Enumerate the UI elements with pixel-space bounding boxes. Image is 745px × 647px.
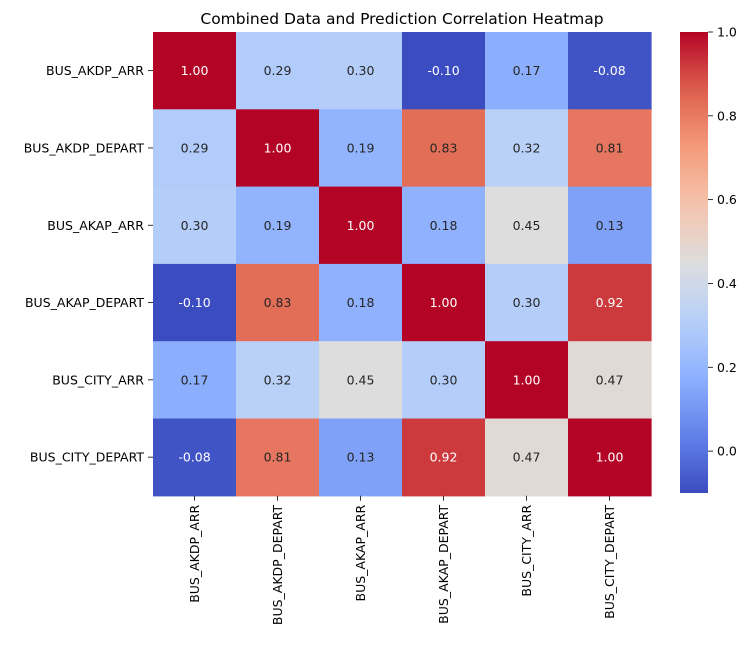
cell-value-label: 0.45 [513, 218, 541, 233]
cell-value-label: 0.32 [513, 140, 541, 155]
heatmap-cell [236, 32, 320, 110]
cell-value-label: 0.17 [513, 63, 541, 78]
heatmap-cell [236, 341, 320, 420]
cell-value-label: 0.83 [430, 140, 458, 155]
heatmap-cell [236, 109, 320, 188]
heatmap-cell [568, 341, 652, 420]
cell-value-label: 0.45 [347, 372, 375, 387]
heatmap-cell [485, 341, 569, 420]
heatmap-cell [319, 418, 403, 497]
heatmap-cell [402, 109, 486, 188]
colorbar-tick-label: 0.4 [717, 276, 737, 291]
x-tick-label: BUS_AKAP_ARR [353, 504, 368, 601]
heatmap-cell [236, 263, 320, 342]
cell-value-label: 0.47 [596, 372, 624, 387]
cell-value-label: 0.47 [513, 450, 541, 465]
y-tick-label: BUS_CITY_ARR [52, 372, 144, 387]
heatmap-cells [153, 32, 652, 497]
heatmap-cell [402, 186, 486, 265]
cell-value-label: 0.81 [264, 450, 292, 465]
cell-annotations: 1.00 0.29 0.30 -0.10 0.17 -0.08 0.29 1.00 0.19 0.… [178, 63, 625, 465]
cell-value-label: 0.92 [430, 450, 458, 465]
x-tick-label: BUS_CITY_ARR [519, 505, 534, 597]
heatmap-cell [485, 263, 569, 342]
y-tick-label: BUS_CITY_DEPART [30, 450, 144, 465]
cell-value-label: 0.92 [596, 295, 624, 310]
x-tick-labels: BUS_AKDP_ARR BUS_AKDP_DEPART BUS_AKAP_ARR B… [187, 495, 617, 625]
y-tick-label: BUS_AKAP_DEPART [25, 295, 144, 310]
heatmap-cell [153, 418, 237, 497]
cell-value-label: 0.32 [264, 372, 292, 387]
cell-value-label: 1.00 [513, 372, 541, 387]
heatmap-cell [485, 186, 569, 265]
x-tick-label: BUS_AKAP_DEPART [436, 504, 451, 623]
cell-value-label: 1.00 [430, 295, 458, 310]
cell-value-label: 0.19 [347, 140, 375, 155]
heatmap-cell [153, 109, 237, 188]
heatmap-cell [568, 418, 652, 497]
heatmap-cell [153, 341, 237, 420]
cell-value-label: 0.13 [347, 450, 375, 465]
cell-value-label: 0.81 [596, 140, 624, 155]
heatmap-cell [568, 32, 652, 110]
heatmap-cell [236, 186, 320, 265]
cell-value-label: -0.08 [178, 450, 210, 465]
colorbar-tick-label: 1.0 [717, 25, 737, 40]
colorbar-ticks: 0.0 0.2 0.4 0.6 0.8 1.0 [708, 25, 737, 459]
cell-value-label: 1.00 [264, 140, 292, 155]
cell-value-label: 0.30 [513, 295, 541, 310]
x-tick-label: BUS_CITY_DEPART [602, 504, 617, 618]
heatmap-cell [402, 418, 486, 497]
cell-value-label: 0.18 [347, 295, 375, 310]
heatmap-cell [319, 32, 403, 110]
heatmap-cell [153, 263, 237, 342]
heatmap-cell [319, 186, 403, 265]
cell-value-label: 0.29 [181, 140, 209, 155]
heatmap-cell [153, 32, 237, 110]
colorbar-tick-label: 0.8 [717, 108, 737, 123]
y-tick-labels: BUS_AKDP_ARR BUS_AKDP_DEPART BUS_AKAP_ARR B… [24, 63, 153, 465]
cell-value-label: 0.13 [596, 218, 624, 233]
y-tick-label: BUS_AKDP_DEPART [24, 140, 145, 155]
cell-value-label: 0.29 [264, 63, 292, 78]
heatmap-cell [568, 186, 652, 265]
heatmap-cell [319, 109, 403, 188]
x-tick-label: BUS_AKDP_ARR [187, 504, 202, 602]
cell-value-label: -0.08 [593, 63, 625, 78]
heatmap-cell [402, 341, 486, 420]
colorbar-tick-label: 0.2 [717, 360, 737, 375]
cell-value-label: 1.00 [347, 218, 375, 233]
y-tick-label: BUS_AKAP_ARR [47, 218, 144, 233]
heatmap-cell [319, 263, 403, 342]
y-tick-label: BUS_AKDP_ARR [46, 63, 144, 78]
cell-value-label: -0.10 [427, 63, 459, 78]
cell-value-label: 0.83 [264, 295, 292, 310]
cell-value-label: -0.10 [178, 295, 210, 310]
colorbar-tick-label: 0.6 [717, 192, 737, 207]
cell-value-label: 0.30 [181, 218, 209, 233]
x-tick-label: BUS_AKDP_DEPART [270, 504, 285, 625]
colorbar-tick-label: 0.0 [717, 444, 737, 459]
cell-value-label: 0.19 [264, 218, 292, 233]
chart-title: Combined Data and Prediction Correlation… [200, 10, 603, 28]
heatmap-cell [485, 109, 569, 188]
cell-value-label: 0.17 [181, 372, 209, 387]
cell-value-label: 1.00 [596, 450, 624, 465]
heatmap-cell [568, 109, 652, 188]
heatmap-cell [402, 32, 486, 110]
cell-value-label: 1.00 [181, 63, 209, 78]
heatmap-cell [153, 186, 237, 265]
heatmap-cell [568, 263, 652, 342]
heatmap-cell [485, 418, 569, 497]
heatmap-cell [236, 418, 320, 497]
colorbar [680, 32, 708, 493]
heatmap-cell [319, 341, 403, 420]
heatmap-cell [485, 32, 569, 110]
cell-value-label: 0.30 [430, 372, 458, 387]
cell-value-label: 0.18 [430, 218, 458, 233]
heatmap-cell [402, 263, 486, 342]
cell-value-label: 0.30 [347, 63, 375, 78]
